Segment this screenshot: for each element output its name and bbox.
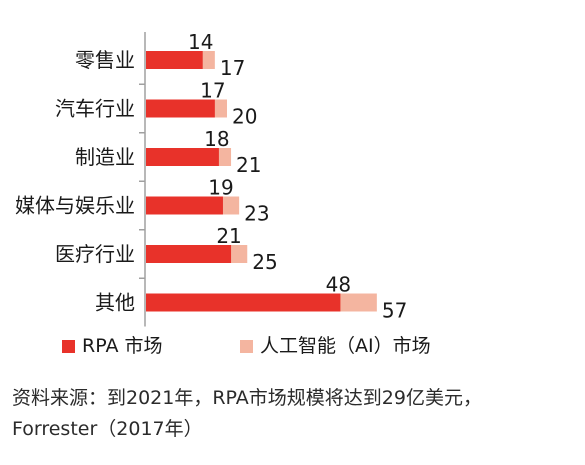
category-label: 媒体与娱乐业 (15, 194, 135, 218)
data-label-ai: 25 (252, 250, 277, 274)
source-note-line-1: 资料来源：到2021年，RPA市场规模将达到29亿美元， (12, 387, 482, 409)
bar-rpa-market (146, 245, 232, 263)
bar-rpa-market (146, 148, 219, 166)
data-label-rpa: 19 (208, 176, 233, 200)
legend-swatch-ai (240, 340, 253, 353)
bar-rpa-market (146, 99, 215, 118)
legend-swatch-rpa (62, 340, 75, 353)
bar-rpa-market (146, 293, 341, 312)
data-label-ai: 21 (236, 153, 261, 177)
data-label-ai: 17 (220, 56, 245, 80)
data-label-ai: 57 (382, 299, 407, 323)
bar-rpa-market (146, 196, 223, 215)
category-label: 零售业 (75, 48, 135, 72)
legend-label-rpa: RPA 市场 (82, 335, 162, 357)
data-label-rpa: 14 (188, 30, 213, 54)
category-label: 其他 (95, 291, 135, 315)
data-label-rpa: 17 (200, 79, 225, 103)
rpa-ai-market-bar-chart: 零售业 14 17 汽车行业 17 20 制造业 18 21 媒体与娱乐业 19 23 医疗行业 21 25… (15, 30, 431, 357)
category-label: 医疗行业 (55, 242, 135, 266)
category-label: 汽车行业 (55, 97, 135, 121)
bar-rpa-market (146, 51, 203, 69)
category-label: 制造业 (75, 145, 135, 169)
data-label-ai: 23 (244, 202, 269, 226)
data-label-ai: 20 (232, 105, 257, 129)
data-label-rpa: 18 (204, 127, 229, 151)
legend-label-ai: 人工智能（AI）市场 (260, 335, 431, 357)
data-label-rpa: 48 (326, 273, 351, 297)
data-label-rpa: 21 (216, 224, 241, 248)
source-note-line-2: Forrester（2017年） (12, 418, 203, 440)
